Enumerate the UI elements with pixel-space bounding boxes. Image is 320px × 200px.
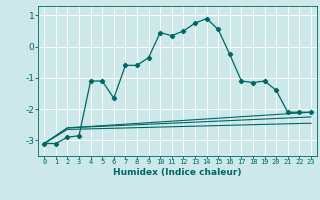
X-axis label: Humidex (Indice chaleur): Humidex (Indice chaleur) — [113, 168, 242, 177]
